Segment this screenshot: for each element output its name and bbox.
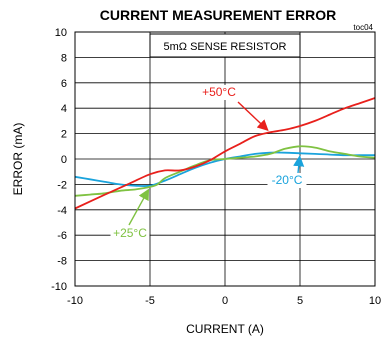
- annotations: +50°C -20°C +25°C: [110, 85, 307, 241]
- y-tick-label: -4: [57, 205, 67, 217]
- y-tick-label: 8: [61, 52, 67, 64]
- x-axis-ticks: -10 -5 0 5 10: [67, 295, 381, 307]
- y-axis-ticks: 10 8 6 4 2 0 -2 -4 -6 -8 -10: [51, 27, 67, 293]
- annotation-arrow: [237, 101, 269, 132]
- y-tick-label: 2: [61, 129, 67, 141]
- y-axis-label: ERROR (mA): [11, 123, 25, 196]
- y-tick-label: -10: [51, 281, 67, 293]
- chart-title: CURRENT MEASUREMENT ERROR: [100, 7, 336, 23]
- annotation-label: +50°C: [202, 85, 236, 99]
- annotation-bg: [199, 85, 239, 100]
- y-tick-label: 10: [55, 27, 67, 39]
- annotation-arrow: [128, 188, 150, 226]
- y-tick-label: 6: [61, 78, 67, 90]
- series-line-0: [74, 97, 376, 210]
- sense-resistor-label: 5mΩ SENSE RESISTOR: [164, 41, 287, 53]
- y-tick-label: -6: [57, 230, 67, 242]
- annotation-label: -20°C: [272, 173, 303, 187]
- plot-frame: [74, 31, 376, 287]
- series-line-2: [74, 145, 376, 197]
- annotation-bg: [110, 226, 150, 241]
- annotation-bg: [267, 173, 307, 188]
- x-tick-label: -5: [145, 295, 155, 307]
- y-tick-label: 0: [61, 154, 67, 166]
- series-lines: [74, 97, 376, 210]
- y-tick-label: -2: [57, 179, 67, 191]
- x-tick-label: 0: [222, 295, 228, 307]
- chart-note: toc04: [353, 23, 373, 32]
- annotation-arrow: [293, 155, 305, 174]
- x-tick-label: -10: [67, 295, 83, 307]
- x-axis-label: CURRENT (A): [186, 322, 264, 336]
- annotation-label: +25°C: [113, 226, 147, 240]
- x-tick-label: 5: [297, 295, 303, 307]
- y-tick-label: -8: [57, 256, 67, 268]
- sense-resistor-box: [149, 33, 301, 58]
- y-tick-label: 4: [61, 103, 67, 115]
- x-tick-label: 10: [369, 295, 381, 307]
